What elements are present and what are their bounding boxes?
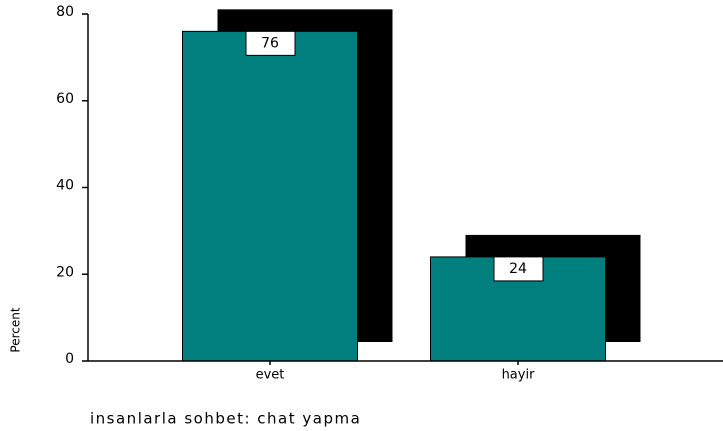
y-tick-label: 40 — [56, 178, 74, 194]
value-label: 76 — [261, 35, 279, 51]
y-tick-label: 60 — [56, 91, 74, 107]
x-axis-label: insanlarla sohbet: chat yapma — [90, 410, 361, 428]
y-tick-label: 0 — [65, 351, 74, 367]
y-tick-label: 80 — [56, 4, 74, 20]
y-tick-label: 20 — [56, 264, 74, 280]
bar — [182, 30, 358, 362]
x-tick-label: hayir — [502, 368, 536, 383]
value-label-box — [493, 256, 544, 282]
x-tick-label: evet — [256, 368, 285, 383]
value-label-box — [245, 30, 296, 56]
value-label: 24 — [509, 261, 527, 277]
y-axis-label: Percent — [9, 307, 23, 352]
